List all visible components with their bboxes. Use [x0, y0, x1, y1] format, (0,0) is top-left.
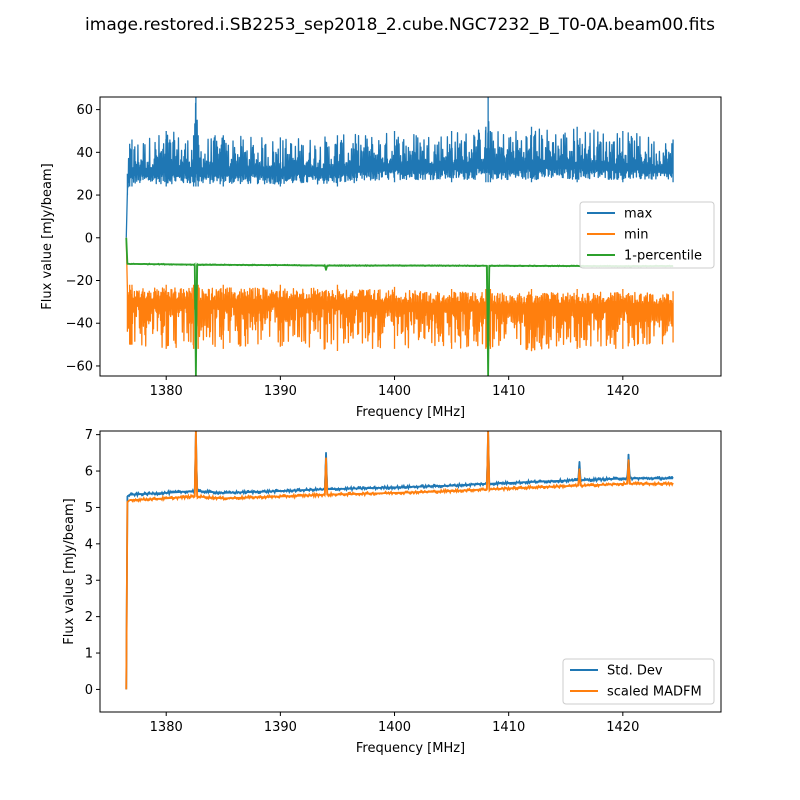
y-tick-label: 20 — [76, 189, 93, 204]
series-max-line — [125, 97, 674, 238]
x-tick-label: 1410 — [492, 384, 525, 399]
legend-label-percentile: 1-percentile — [624, 249, 702, 264]
x-axis-label: Frequency [MHz] — [356, 741, 465, 756]
y-tick-label: 60 — [76, 103, 93, 118]
x-tick-label: 1390 — [264, 720, 297, 735]
x-tick-label: 1380 — [150, 384, 183, 399]
y-axis-label: Flux value [mJy/beam] — [62, 498, 77, 644]
x-tick-label: 1400 — [378, 720, 411, 735]
series-percentile-line — [125, 237, 674, 376]
legend-label-std: Std. Dev — [607, 664, 663, 679]
y-tick-label: 40 — [76, 146, 93, 161]
x-axis-label: Frequency [MHz] — [356, 405, 465, 420]
y-tick-label: −60 — [66, 359, 93, 374]
legend-box — [562, 658, 715, 705]
x-tick-label: 1410 — [492, 720, 525, 735]
axes-frame — [99, 430, 722, 713]
y-tick-label: 0 — [85, 683, 93, 698]
legend-label-madfm: scaled MADFM — [607, 685, 702, 700]
y-tick-label: −20 — [66, 274, 93, 289]
y-tick-label: 6 — [85, 465, 93, 480]
plot-series-group — [125, 431, 674, 690]
legend-label-max: max — [624, 207, 653, 222]
figure-title: image.restored.i.SB2253_sep2018_2.cube.N… — [85, 15, 715, 35]
y-tick-label: 3 — [85, 574, 93, 589]
y-tick-label: −40 — [66, 317, 93, 332]
x-tick-label: 1420 — [606, 384, 639, 399]
axes-frame — [99, 96, 722, 377]
y-tick-label: 4 — [85, 537, 93, 552]
x-tick-label: 1390 — [264, 384, 297, 399]
x-tick-label: 1400 — [378, 384, 411, 399]
x-tick-label: 1420 — [606, 720, 639, 735]
legend: max min 1-percentile — [579, 201, 715, 269]
legend-box — [579, 201, 715, 269]
legend: Std. Dev scaled MADFM — [562, 658, 715, 705]
x-tick-label: 1380 — [150, 720, 183, 735]
bottom-plot: 1380 1390 1400 1410 1420 0 1 2 3 4 5 6 7 Frequency [M… — [62, 428, 722, 756]
y-tick-label: 5 — [85, 501, 93, 516]
y-tick-label: 7 — [85, 428, 93, 443]
series-madfm-line — [125, 431, 674, 690]
y-tick-label: 1 — [85, 647, 93, 662]
y-axis-label: Flux value [mJy/beam] — [40, 163, 55, 309]
y-tick-label: 2 — [85, 610, 93, 625]
y-tick-label: 0 — [85, 231, 93, 246]
legend-label-min: min — [624, 228, 649, 243]
top-plot: 1380 1390 1400 1410 1420 −60 −40 −20 0 20 40 60 Freq… — [40, 96, 722, 420]
